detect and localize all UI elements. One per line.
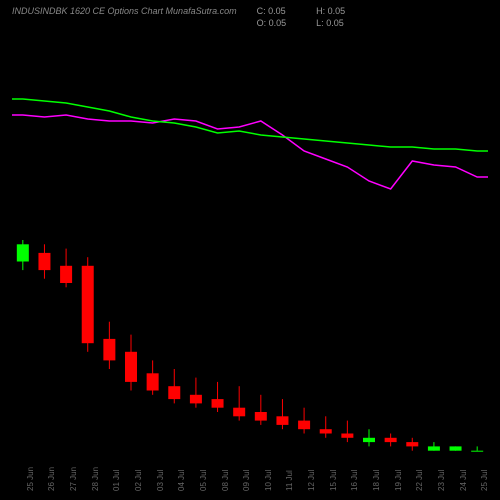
- x-tick-label: 27 Jun: [69, 467, 78, 491]
- chart-header: INDUSINDBK 1620 CE Options Chart MunafaS…: [12, 6, 488, 28]
- x-tick-label: 26 Jun: [47, 467, 56, 491]
- x-tick-label: 04 Jul: [177, 470, 186, 491]
- x-axis-labels: 25 Jun 26 Jun 27 Jun 28 Jun 01 Jul 02 Jul 03 J…: [12, 466, 488, 498]
- open-label: O: 0.05: [257, 18, 287, 28]
- x-tick-label: 23 Jul: [437, 470, 446, 491]
- close-label: C: 0.05: [257, 6, 287, 16]
- x-tick-label: 05 Jul: [199, 470, 208, 491]
- x-tick-label: 16 Jul: [350, 470, 359, 491]
- chart-plot-area: [12, 30, 488, 465]
- x-tick-label: 24 Jul: [459, 470, 468, 491]
- x-tick-label: 03 Jul: [156, 470, 165, 491]
- ohlc-block: C: 0.05 H: 0.05 O: 0.05 L: 0.05: [257, 6, 346, 28]
- low-label: L: 0.05: [316, 18, 345, 28]
- x-tick-label: 15 Jul: [329, 470, 338, 491]
- x-tick-label: 25 Jun: [26, 467, 35, 491]
- x-tick-label: 11 Jul: [285, 470, 294, 491]
- x-tick-label: 12 Jul: [307, 470, 316, 491]
- x-tick-label: 22 Jul: [415, 470, 424, 491]
- chart-title: INDUSINDBK 1620 CE Options Chart MunafaS…: [12, 6, 237, 28]
- x-tick-label: 18 Jul: [372, 470, 381, 491]
- x-tick-label: 09 Jul: [242, 470, 251, 491]
- x-tick-label: 01 Jul: [112, 470, 121, 491]
- x-tick-label: 19 Jul: [394, 470, 403, 491]
- x-tick-label: 25 Jul: [480, 470, 489, 491]
- x-tick-label: 08 Jul: [221, 470, 230, 491]
- high-label: H: 0.05: [316, 6, 345, 16]
- x-tick-label: 10 Jul: [264, 470, 273, 491]
- x-tick-label: 02 Jul: [134, 470, 143, 491]
- x-tick-label: 28 Jun: [91, 467, 100, 491]
- chart-svg: [12, 30, 488, 465]
